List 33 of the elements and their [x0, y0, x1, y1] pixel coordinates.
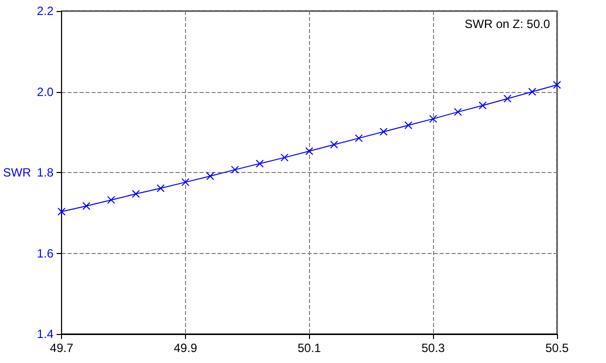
point	[132, 190, 140, 198]
point	[429, 114, 438, 123]
point	[58, 208, 66, 216]
x-tick-label: 49.9	[174, 341, 198, 355]
point	[256, 160, 264, 168]
point	[404, 121, 412, 130]
point	[553, 80, 561, 89]
point	[528, 88, 536, 96]
point	[503, 94, 512, 103]
point	[305, 147, 314, 156]
point	[82, 202, 90, 210]
x-tick-label: 49.7	[50, 341, 74, 355]
point	[156, 184, 165, 192]
y-tick-label: 1.4	[36, 327, 54, 341]
x-tick-label: 50.3	[421, 341, 446, 355]
y-tick-label: 1.8	[36, 166, 54, 180]
point	[354, 134, 363, 142]
point	[380, 128, 388, 136]
point	[230, 166, 239, 174]
y-tick-label: 2.0	[36, 84, 54, 99]
y-tick-label: 2.2	[36, 4, 54, 18]
point	[478, 101, 487, 110]
point	[107, 196, 116, 204]
y-tick-label: 1.6	[36, 246, 54, 260]
point	[454, 108, 462, 116]
annotation: SWR on Z: 50.0	[464, 17, 550, 31]
x-tick-label: 50.1	[298, 341, 322, 355]
point	[181, 178, 190, 186]
x-tick-label: 50.5	[545, 341, 569, 355]
point	[206, 172, 214, 180]
point	[280, 154, 289, 162]
y-axis-title: SWR	[2, 166, 32, 180]
point	[330, 140, 338, 149]
